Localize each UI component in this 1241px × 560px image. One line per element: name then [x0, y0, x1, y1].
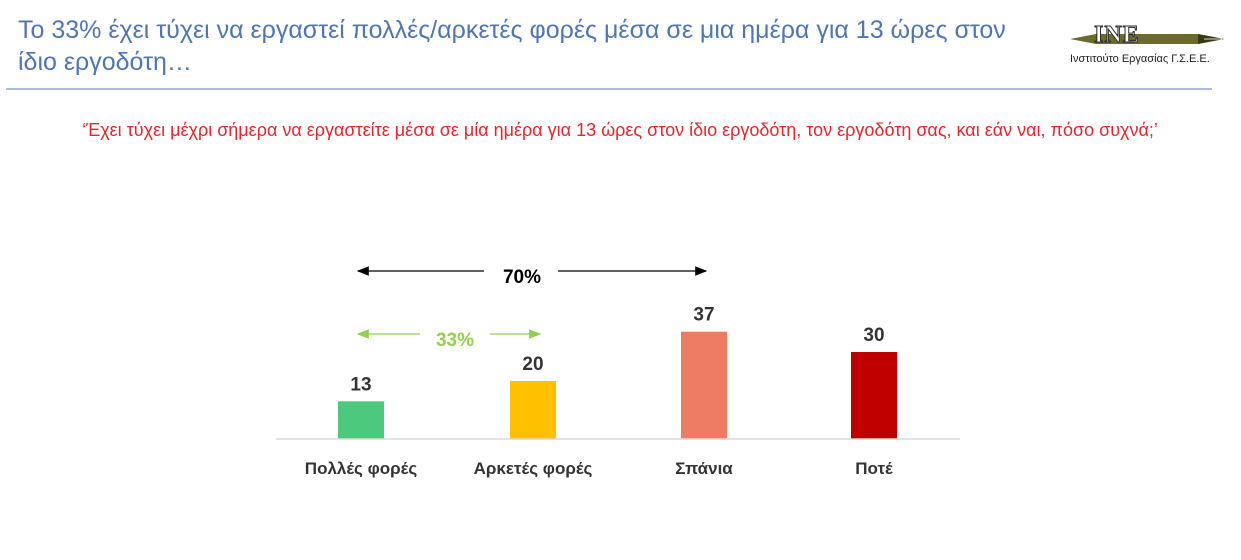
category-label: Αρκετές φορές — [474, 459, 593, 478]
bar — [681, 331, 727, 439]
pen-nib-icon — [1070, 34, 1224, 44]
bar — [338, 401, 384, 439]
annotation-33: 33% — [436, 330, 474, 351]
logo-subtitle: Ινστιτούτο Εργασίας Γ.Σ.Ε.Ε. — [1070, 53, 1210, 65]
ine-logo: INE Ινστιτούτο Εργασίας Γ.Σ.Ε.Ε. — [1066, 22, 1226, 72]
bar — [510, 381, 556, 439]
category-label: Σπάνια — [675, 459, 733, 478]
data-label: 13 — [350, 374, 371, 395]
category-label: Ποτέ — [855, 459, 893, 478]
bar — [851, 352, 897, 439]
survey-question: ‘Έχει τύχει μέχρι σήμερα να εργαστείτε μ… — [82, 120, 1158, 140]
logo-wordmark: INE — [1094, 22, 1140, 49]
category-label: Πολλές φορές — [305, 459, 418, 478]
header-divider — [6, 88, 1212, 90]
data-label: 30 — [863, 325, 884, 346]
annotation-70: 70% — [503, 267, 541, 288]
page-title: Το 33% έχει τύχει να εργαστεί πολλές/αρκ… — [18, 16, 1006, 76]
data-label: 37 — [693, 305, 714, 326]
data-label: 20 — [522, 354, 543, 375]
